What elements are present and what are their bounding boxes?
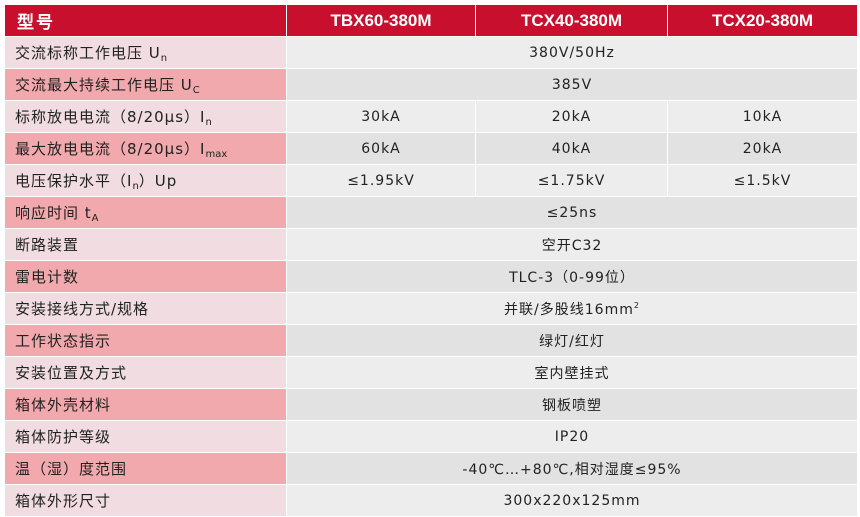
table-row: 安装位置及方式 室内壁挂式 — [4, 356, 858, 389]
table-row: 温（湿）度范围 -40℃…+80℃,相对湿度≤95% — [4, 452, 858, 485]
row-label: 响应时间 tA — [4, 196, 287, 229]
table-row: 响应时间 tA ≤25ns — [4, 196, 858, 229]
header-model-3: TCX20-380M — [667, 4, 858, 37]
table-row: 最大放电电流（8/20μs）Imax 60kA 40kA 20kA — [4, 132, 858, 165]
spec-table: 型号 TBX60-380M TCX40-380M TCX20-380M 交流标称… — [4, 4, 858, 517]
row-value: ≤1.5kV — [667, 164, 858, 197]
row-value: 30kA — [286, 100, 476, 133]
row-label: 断路装置 — [4, 228, 287, 261]
row-label: 交流标称工作电压 Un — [4, 36, 287, 69]
table-row: 安装接线方式/规格 并联/多股线16mm2 — [4, 292, 858, 325]
row-label: 电压保护水平（In）Up — [4, 164, 287, 197]
row-value: ≤25ns — [286, 196, 858, 229]
row-label: 交流最大持续工作电压 UC — [4, 68, 287, 101]
table-row: 标称放电电流（8/20μs）In 30kA 20kA 10kA — [4, 100, 858, 133]
row-label: 箱体防护等级 — [4, 420, 287, 453]
row-value: 380V/50Hz — [286, 36, 858, 69]
row-value: 20kA — [667, 132, 858, 165]
row-value: 20kA — [475, 100, 668, 133]
row-label: 箱体外壳材料 — [4, 388, 287, 421]
row-value: 空开C32 — [286, 228, 858, 261]
header-model-1: TBX60-380M — [286, 4, 476, 37]
header-row: 型号 TBX60-380M TCX40-380M TCX20-380M — [4, 4, 858, 37]
row-value: 385V — [286, 68, 858, 101]
row-value: 室内壁挂式 — [286, 356, 858, 389]
row-value: 40kA — [475, 132, 668, 165]
table-row: 电压保护水平（In）Up ≤1.95kV ≤1.75kV ≤1.5kV — [4, 164, 858, 197]
row-value: ≤1.95kV — [286, 164, 476, 197]
row-value: 300x220x125mm — [286, 484, 858, 517]
row-label: 最大放电电流（8/20μs）Imax — [4, 132, 287, 165]
row-value: TLC-3（0-99位） — [286, 260, 858, 293]
row-value: 钢板喷塑 — [286, 388, 858, 421]
row-value: ≤1.75kV — [475, 164, 668, 197]
row-label: 温（湿）度范围 — [4, 452, 287, 485]
table-row: 交流最大持续工作电压 UC 385V — [4, 68, 858, 101]
row-value: -40℃…+80℃,相对湿度≤95% — [286, 452, 858, 485]
row-label: 安装接线方式/规格 — [4, 292, 287, 325]
table-row: 箱体外形尺寸 300x220x125mm — [4, 484, 858, 517]
header-model-2: TCX40-380M — [475, 4, 668, 37]
row-label: 安装位置及方式 — [4, 356, 287, 389]
table-row: 箱体防护等级 IP20 — [4, 420, 858, 453]
row-value: IP20 — [286, 420, 858, 453]
row-value: 60kA — [286, 132, 476, 165]
table-row: 工作状态指示 绿灯/红灯 — [4, 324, 858, 357]
row-label: 标称放电电流（8/20μs）In — [4, 100, 287, 133]
row-label: 工作状态指示 — [4, 324, 287, 357]
row-value: 并联/多股线16mm2 — [286, 292, 858, 325]
header-label: 型号 — [4, 4, 287, 37]
table-row: 交流标称工作电压 Un 380V/50Hz — [4, 36, 858, 69]
row-value: 绿灯/红灯 — [286, 324, 858, 357]
row-label: 箱体外形尺寸 — [4, 484, 287, 517]
table-row: 箱体外壳材料 钢板喷塑 — [4, 388, 858, 421]
row-label: 雷电计数 — [4, 260, 287, 293]
table-row: 雷电计数 TLC-3（0-99位） — [4, 260, 858, 293]
table-row: 断路装置 空开C32 — [4, 228, 858, 261]
row-value: 10kA — [667, 100, 858, 133]
